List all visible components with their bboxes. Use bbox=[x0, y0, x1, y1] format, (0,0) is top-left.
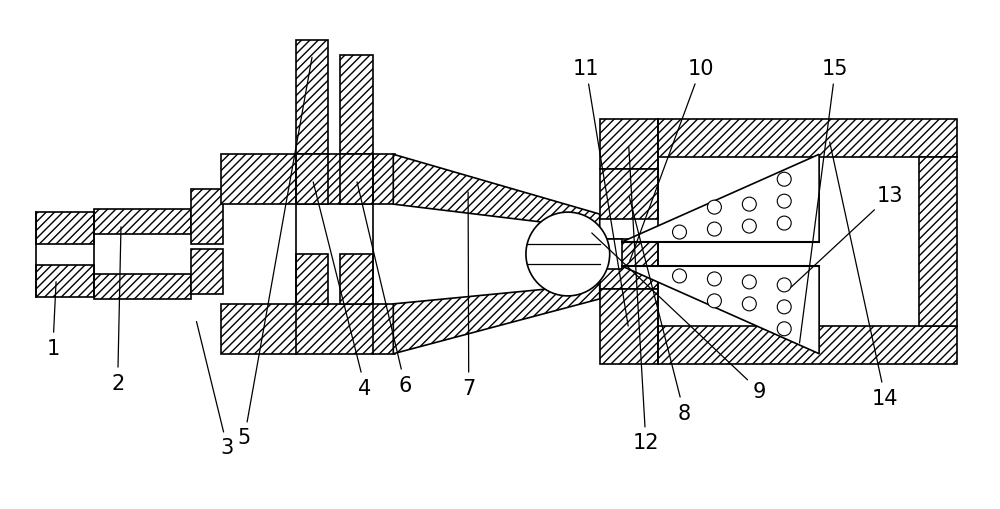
Text: 2: 2 bbox=[111, 228, 124, 393]
Circle shape bbox=[526, 213, 610, 296]
Text: 12: 12 bbox=[629, 148, 659, 453]
Bar bbox=[296, 41, 328, 155]
Bar bbox=[600, 240, 658, 289]
Text: 14: 14 bbox=[830, 143, 898, 408]
Bar bbox=[94, 210, 191, 235]
Text: 11: 11 bbox=[573, 60, 628, 326]
Text: 15: 15 bbox=[800, 60, 849, 344]
Bar bbox=[919, 158, 957, 326]
Bar bbox=[658, 120, 957, 158]
Text: 5: 5 bbox=[238, 58, 312, 447]
Circle shape bbox=[707, 201, 721, 215]
Circle shape bbox=[673, 269, 686, 284]
Bar bbox=[191, 190, 223, 244]
Circle shape bbox=[742, 220, 756, 234]
Polygon shape bbox=[393, 285, 600, 354]
Bar bbox=[94, 274, 191, 299]
Bar bbox=[340, 254, 373, 304]
Text: 8: 8 bbox=[629, 197, 691, 422]
Polygon shape bbox=[622, 266, 819, 354]
Bar bbox=[36, 213, 94, 244]
Circle shape bbox=[673, 225, 686, 240]
Circle shape bbox=[777, 217, 791, 231]
Circle shape bbox=[777, 173, 791, 187]
Bar bbox=[191, 249, 223, 294]
Bar bbox=[221, 304, 395, 354]
Polygon shape bbox=[622, 155, 819, 243]
Circle shape bbox=[777, 278, 791, 292]
Bar bbox=[600, 120, 658, 170]
Circle shape bbox=[742, 198, 756, 212]
Circle shape bbox=[742, 275, 756, 289]
Bar bbox=[340, 55, 373, 155]
Bar bbox=[296, 155, 328, 205]
Text: 13: 13 bbox=[791, 186, 903, 288]
Text: 7: 7 bbox=[462, 192, 475, 398]
Circle shape bbox=[707, 222, 721, 237]
Bar bbox=[600, 240, 622, 269]
Circle shape bbox=[777, 195, 791, 209]
Bar bbox=[340, 155, 373, 205]
Text: 4: 4 bbox=[313, 183, 372, 398]
Circle shape bbox=[742, 297, 756, 311]
Text: 10: 10 bbox=[630, 60, 714, 262]
Bar bbox=[36, 266, 94, 297]
Text: 6: 6 bbox=[357, 183, 412, 395]
Polygon shape bbox=[393, 155, 600, 230]
Text: 9: 9 bbox=[592, 234, 766, 401]
Text: 3: 3 bbox=[196, 322, 234, 458]
Bar bbox=[600, 170, 658, 220]
Bar bbox=[658, 326, 957, 364]
Circle shape bbox=[777, 322, 791, 336]
Bar bbox=[221, 155, 395, 205]
Circle shape bbox=[707, 272, 721, 287]
Bar bbox=[600, 289, 658, 364]
Circle shape bbox=[707, 294, 721, 308]
Circle shape bbox=[777, 300, 791, 314]
Bar bbox=[296, 254, 328, 304]
Text: 1: 1 bbox=[46, 282, 59, 358]
